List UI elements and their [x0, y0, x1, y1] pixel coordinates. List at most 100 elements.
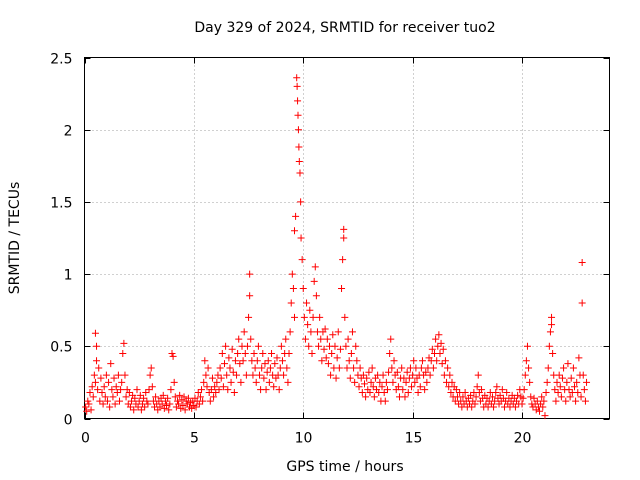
- data-point: [356, 364, 364, 372]
- data-point: [541, 412, 549, 420]
- data-point: [287, 299, 295, 307]
- data-point: [298, 256, 306, 264]
- grid-layer: [84, 57, 610, 419]
- data-point: [98, 389, 106, 397]
- data-point: [217, 374, 225, 382]
- data-point: [168, 350, 176, 358]
- data-point: [393, 368, 401, 376]
- data-point: [446, 371, 454, 379]
- data-point: [203, 383, 211, 391]
- data-point: [119, 350, 127, 358]
- data-point: [196, 393, 204, 401]
- data-point: [478, 386, 486, 394]
- tick-layer: 0 5 10 15 20 0 0.5 1 1.5 2 2.5: [50, 52, 610, 447]
- data-point: [421, 386, 429, 394]
- data-point: [118, 378, 126, 386]
- data-point: [284, 378, 292, 386]
- data-point: [566, 393, 574, 401]
- data-point: [527, 393, 535, 401]
- data-point: [530, 394, 538, 402]
- data-point: [111, 400, 119, 408]
- data-point: [300, 313, 308, 321]
- data-point: [199, 397, 207, 405]
- data-point: [212, 389, 220, 397]
- data-point: [518, 400, 526, 408]
- data-point: [223, 371, 231, 379]
- data-point: [562, 397, 570, 405]
- data-point: [438, 360, 446, 368]
- data-point: [116, 397, 123, 405]
- data-point: [557, 393, 565, 401]
- data-point: [211, 383, 219, 391]
- data-point: [303, 299, 311, 307]
- data-point: [352, 342, 360, 350]
- x-tick-label: 15: [405, 431, 423, 447]
- data-point: [563, 378, 571, 386]
- data-point: [315, 342, 323, 350]
- data-point: [461, 389, 469, 397]
- x-tick-label: 0: [81, 431, 90, 447]
- data-point: [237, 378, 245, 386]
- data-point: [134, 403, 142, 411]
- data-point: [332, 374, 340, 382]
- data-point: [581, 397, 589, 405]
- data-point: [422, 368, 430, 376]
- data-point: [121, 371, 129, 379]
- data-point: [90, 371, 98, 379]
- data-point: [246, 270, 254, 278]
- data-point: [573, 378, 581, 386]
- data-point: [277, 342, 285, 350]
- data-point: [542, 389, 550, 397]
- data-point: [246, 292, 254, 300]
- data-point: [545, 342, 553, 350]
- data-point: [206, 397, 214, 405]
- data-point: [579, 371, 587, 379]
- data-point: [365, 368, 373, 376]
- data-point: [473, 383, 481, 391]
- data-point: [536, 407, 543, 415]
- data-point: [264, 357, 272, 365]
- data-point: [294, 111, 302, 119]
- data-point: [553, 378, 561, 386]
- data-point: [299, 285, 307, 293]
- data-point: [91, 329, 99, 337]
- data-point: [520, 386, 528, 394]
- data-point: [511, 403, 519, 411]
- data-point: [231, 357, 239, 365]
- data-point: [227, 378, 235, 386]
- data-point: [437, 339, 445, 347]
- data-point: [394, 383, 402, 391]
- data-point: [170, 378, 178, 386]
- data-point: [578, 259, 586, 267]
- data-point: [294, 126, 302, 134]
- data-point: [122, 393, 130, 401]
- data-point: [543, 378, 551, 386]
- data-point: [583, 378, 591, 386]
- data-point: [414, 389, 422, 397]
- data-point: [105, 378, 113, 386]
- data-point: [88, 383, 96, 391]
- data-point: [305, 342, 313, 350]
- data-point: [348, 328, 356, 336]
- data-point: [452, 386, 460, 394]
- data-point: [268, 350, 276, 358]
- data-point: [251, 364, 259, 372]
- data-point: [97, 374, 105, 382]
- data-point: [316, 313, 324, 321]
- data-point: [350, 364, 358, 372]
- data-point: [304, 321, 312, 329]
- data-point: [253, 357, 261, 365]
- data-point: [221, 360, 228, 368]
- data-point: [410, 357, 418, 365]
- data-point: [270, 383, 278, 391]
- data-point: [381, 397, 389, 405]
- data-point: [346, 374, 354, 382]
- data-point: [574, 389, 582, 397]
- data-point: [405, 374, 413, 382]
- data-point: [113, 389, 121, 397]
- data-point: [342, 342, 350, 350]
- data-point: [401, 393, 409, 401]
- data-point: [367, 378, 375, 386]
- data-point: [336, 345, 344, 353]
- data-point: [210, 393, 218, 401]
